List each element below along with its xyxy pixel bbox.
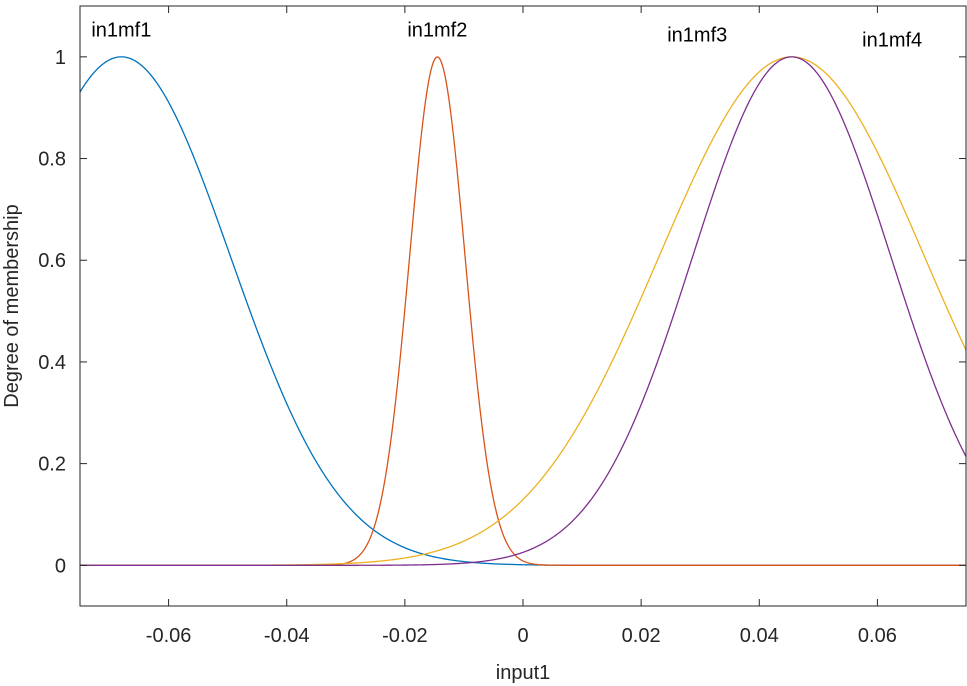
mf-labels-layer: in1mf1 in1mf2 in1mf3 in1mf4: [91, 20, 922, 52]
y-axis-label: Degree of membership: [1, 204, 23, 407]
x-tick-label: -0.04: [264, 625, 310, 647]
y-tick-label: 0.6: [38, 250, 66, 272]
mf-label-in1mf1: in1mf1: [91, 20, 151, 42]
series-line-in1mf4: [80, 56, 967, 566]
y-tick-label: 1: [55, 47, 66, 69]
x-tick-label: 0.06: [858, 625, 897, 647]
x-tick-label: -0.02: [382, 625, 428, 647]
y-tick-label: 0.4: [38, 352, 66, 374]
axes-layer: -0.06 -0.04 -0.02 0 0.02 0.04 0.06 0 0.2 0.4 0.6 0.…: [38, 5, 967, 647]
x-tick-label: -0.06: [146, 625, 192, 647]
y-tick-label: 0.8: [38, 149, 66, 171]
mf-label-in1mf3: in1mf3: [667, 25, 727, 47]
x-tick-label: 0.04: [740, 625, 779, 647]
mf-label-in1mf4: in1mf4: [862, 30, 922, 52]
y-tick-label: 0: [55, 555, 66, 577]
y-tick-label: 0.2: [38, 454, 66, 476]
x-tick-label: 0: [517, 625, 528, 647]
mf-label-in1mf2: in1mf2: [407, 20, 467, 42]
x-axis-label: input1: [496, 662, 551, 684]
curves-layer: [79, 56, 967, 566]
x-tick-label: 0.02: [622, 625, 661, 647]
